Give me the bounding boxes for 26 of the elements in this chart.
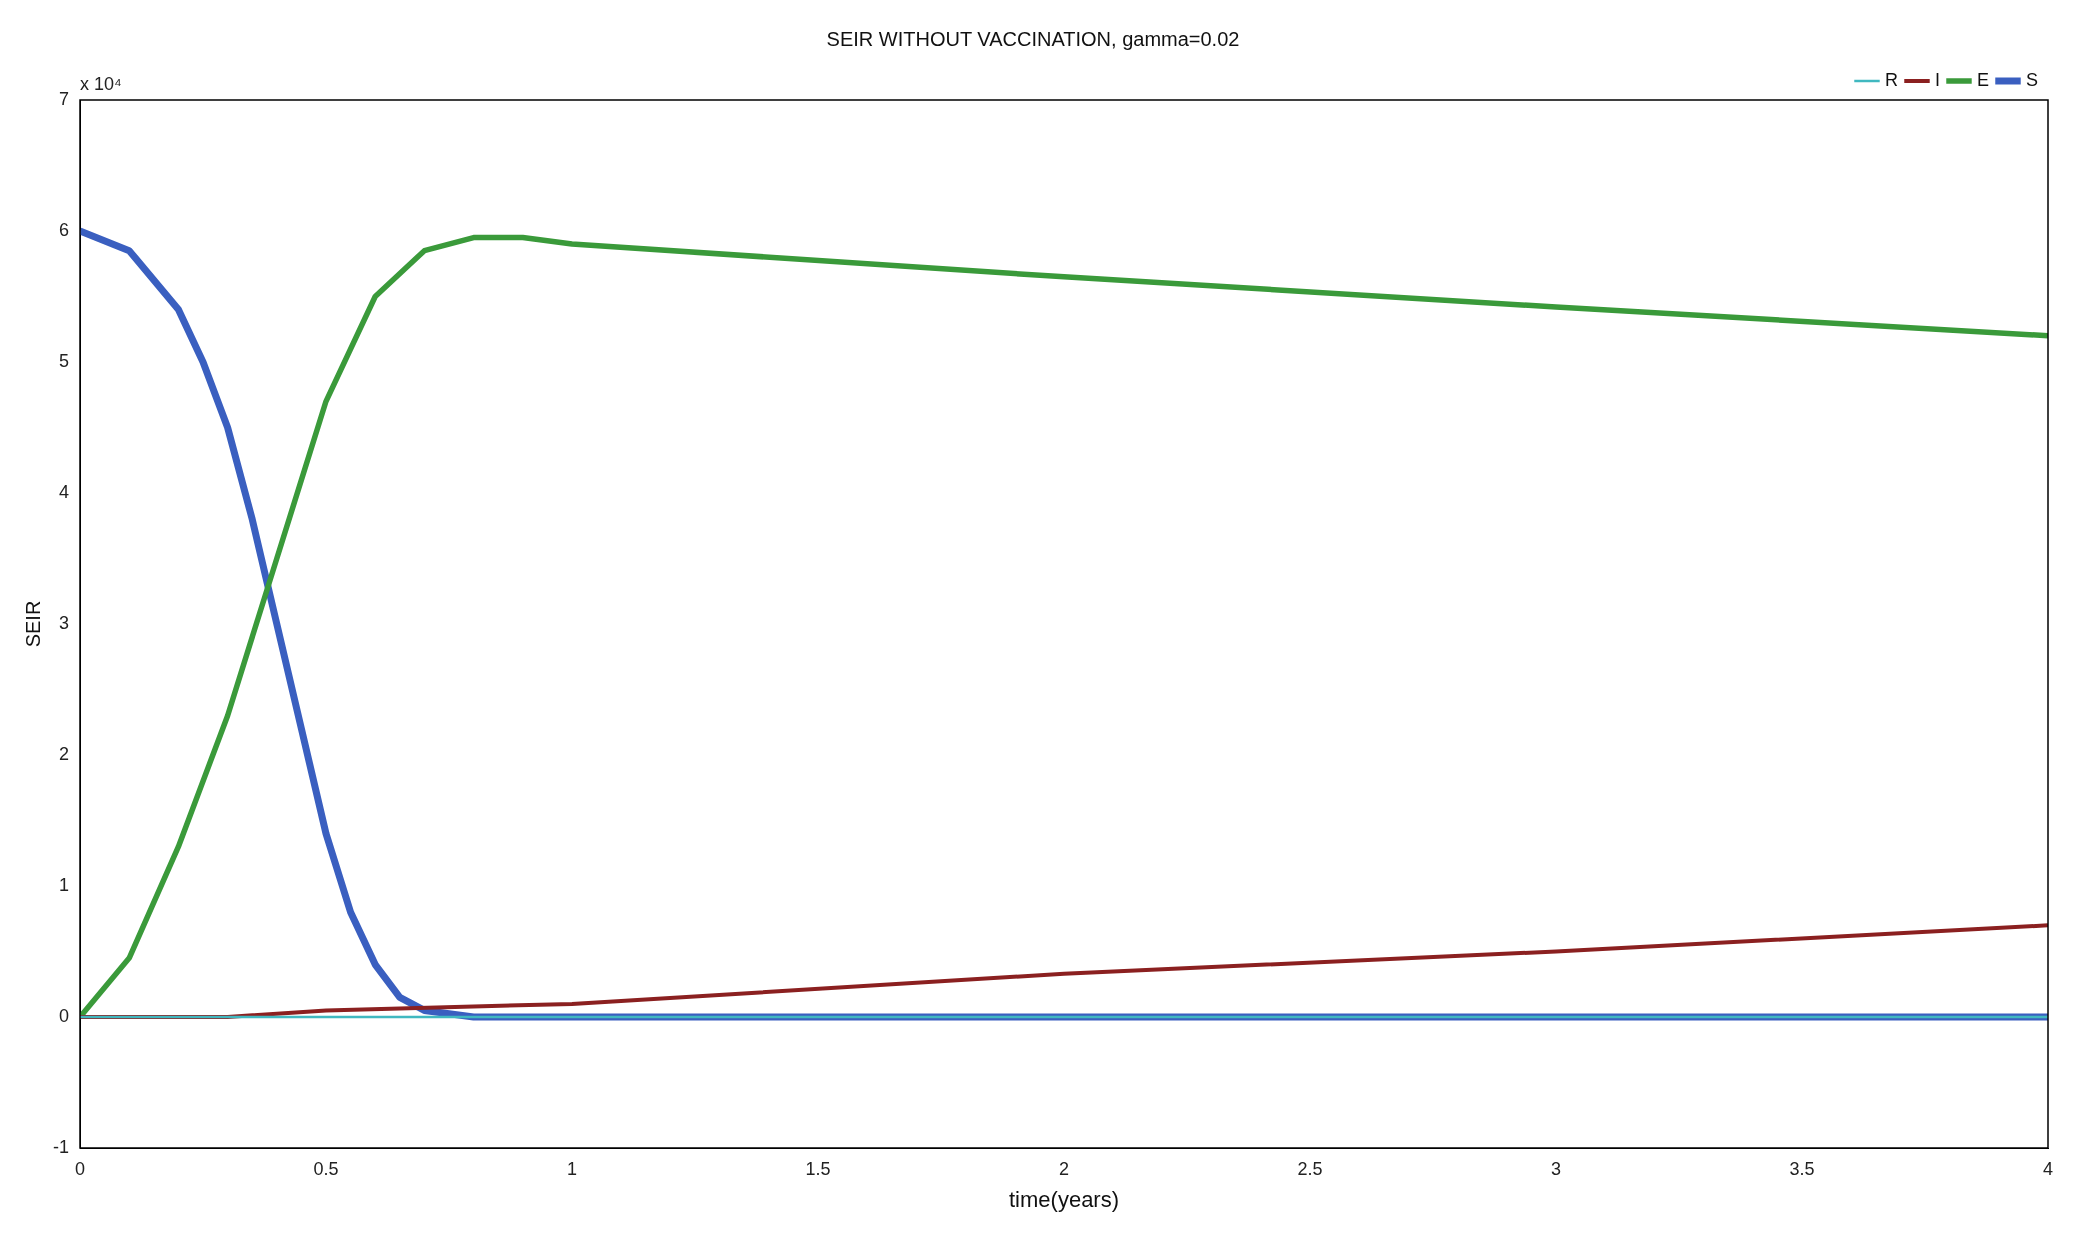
- x-tick-label: 4: [2042, 1158, 2054, 1179]
- x-tick-label: 2: [1058, 1158, 1070, 1179]
- y-tick-label: 1: [58, 874, 69, 895]
- x-axis-title: time(years): [1008, 1186, 1120, 1212]
- legend-label: S: [2025, 69, 2039, 90]
- x-tick-label: 1.5: [805, 1158, 831, 1179]
- x-tick-label: 3.5: [1789, 1158, 1815, 1179]
- x-tick-label: 0: [75, 1158, 86, 1179]
- y-axis-title: SEIR: [21, 600, 44, 648]
- y-tick-label: 5: [58, 350, 69, 371]
- legend-label: I: [1934, 69, 1940, 90]
- x-tick-label: 3: [1550, 1158, 1562, 1179]
- y-tick-label: 0: [58, 1005, 69, 1026]
- y-tick-label: 7: [58, 88, 69, 109]
- y-tick-label: -1: [52, 1136, 69, 1157]
- y-tick-label: 6: [58, 219, 69, 240]
- legend-label: E: [1976, 69, 1989, 90]
- y-tick-label: 4: [58, 481, 69, 502]
- text: x 10⁴: [80, 73, 122, 94]
- legend-label: R: [1884, 69, 1898, 90]
- x-tick-label: 2.5: [1297, 1158, 1323, 1179]
- y-tick-label: 3: [58, 612, 69, 633]
- chart-title: SEIR WITHOUT VACCINATION, gamma=0.02: [826, 27, 1240, 50]
- x-tick-label: 1: [567, 1158, 578, 1179]
- y-tick-label: 2: [58, 743, 69, 764]
- x-tick-label: 0.5: [313, 1158, 339, 1179]
